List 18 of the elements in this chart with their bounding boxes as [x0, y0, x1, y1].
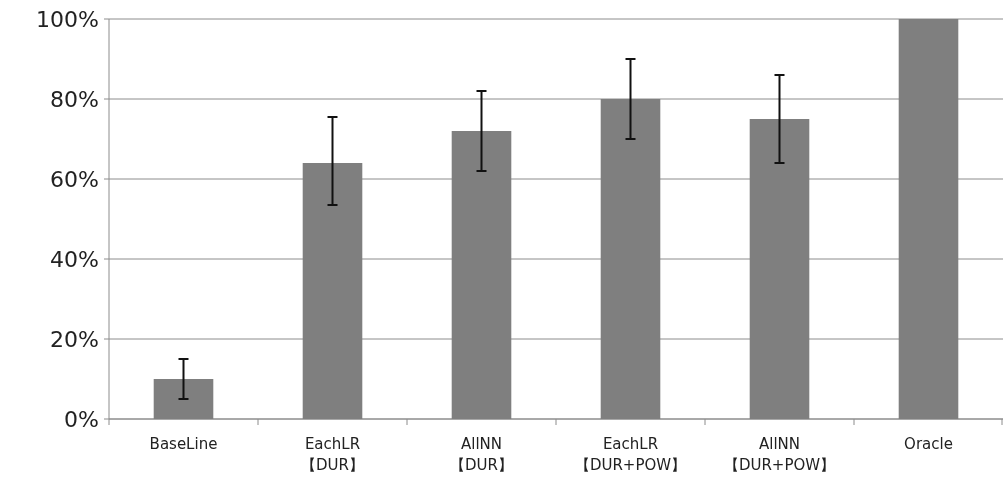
- bar: [600, 99, 661, 419]
- bar: [302, 163, 363, 419]
- bar: [153, 379, 214, 419]
- x-tick-label: BaseLine: [149, 435, 218, 453]
- bar: [451, 131, 512, 419]
- bar: [749, 119, 810, 419]
- y-tick-label: 100%: [36, 7, 99, 32]
- y-tick-label: 80%: [50, 87, 99, 112]
- y-tick-label: 40%: [50, 247, 99, 272]
- x-tick-label: EachLR 【DUR】: [301, 435, 364, 474]
- y-tick-label: 20%: [50, 327, 99, 352]
- y-tick-label: 0%: [64, 407, 99, 432]
- x-tick-label: AllNN 【DUR】: [450, 435, 513, 474]
- x-tick-label: EachLR 【DUR+POW】: [574, 435, 687, 474]
- y-tick-label: 60%: [50, 167, 99, 192]
- x-tick-label: AllNN 【DUR+POW】: [723, 435, 836, 474]
- x-tick-label: Oracle: [904, 435, 953, 453]
- bar: [898, 19, 959, 419]
